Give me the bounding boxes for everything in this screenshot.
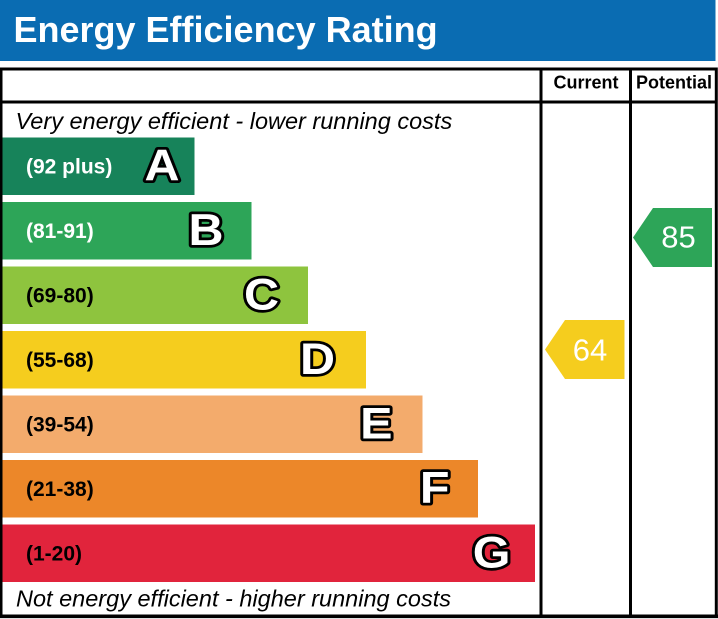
svg-text:G: G — [473, 527, 511, 577]
svg-text:(92 plus): (92 plus) — [26, 156, 112, 179]
svg-text:C: C — [244, 269, 279, 319]
svg-text:D: D — [300, 334, 335, 384]
svg-text:Not energy efficient - higher: Not energy efficient - higher running co… — [16, 586, 451, 612]
svg-text:B: B — [188, 205, 223, 255]
svg-text:Very energy efficient - lower: Very energy efficient - lower running co… — [16, 108, 453, 134]
svg-text:(81-91): (81-91) — [26, 220, 94, 243]
svg-text:A: A — [144, 140, 179, 190]
svg-text:64: 64 — [573, 333, 607, 368]
svg-text:(55-68): (55-68) — [26, 349, 94, 372]
svg-text:85: 85 — [661, 220, 695, 255]
svg-text:Energy Efficiency Rating: Energy Efficiency Rating — [14, 9, 438, 50]
svg-text:(69-80): (69-80) — [26, 285, 94, 308]
svg-text:Potential: Potential — [636, 73, 712, 93]
svg-text:Current: Current — [553, 73, 618, 93]
svg-text:(39-54): (39-54) — [26, 414, 94, 437]
svg-text:F: F — [420, 463, 450, 513]
svg-text:E: E — [360, 398, 392, 448]
svg-text:(1-20): (1-20) — [26, 543, 82, 566]
svg-text:(21-38): (21-38) — [26, 478, 94, 501]
